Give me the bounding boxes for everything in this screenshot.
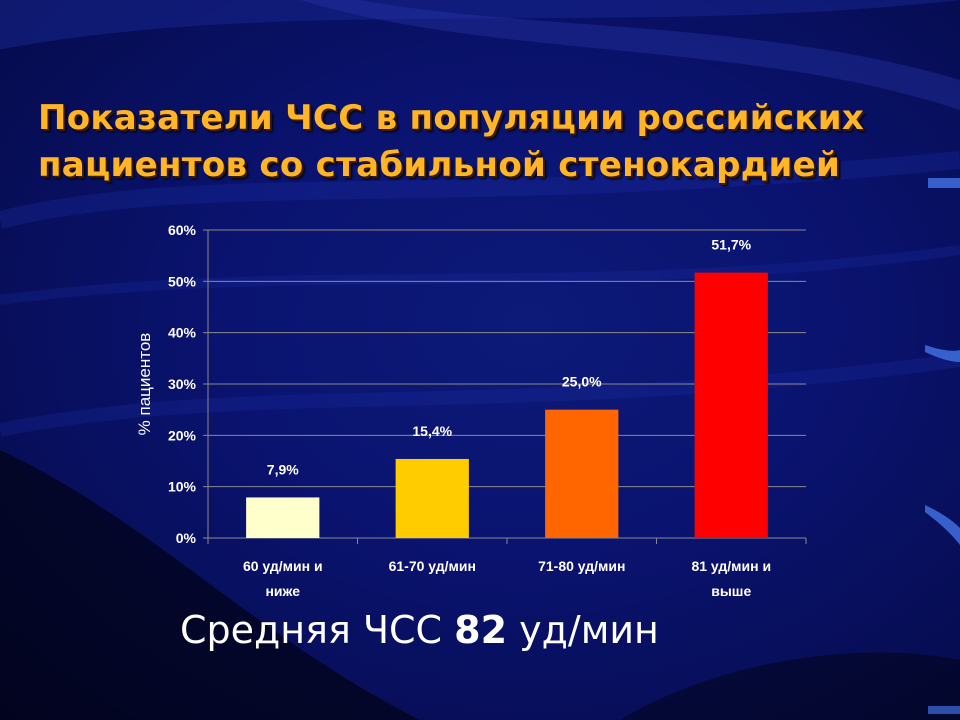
bar-2 (395, 458, 469, 538)
y-tick-label: 20% (168, 427, 197, 443)
bar-4 (694, 272, 768, 538)
y-tick-label: 50% (168, 273, 197, 289)
x-tick-label: 61-70 уд/мин (389, 558, 476, 574)
bar-3 (545, 409, 619, 538)
bar-value-label: 7,9% (267, 461, 299, 477)
y-axis-label: % пациентов (135, 333, 154, 436)
bar-value-label: 15,4% (412, 423, 452, 439)
y-tick-label: 60% (168, 222, 197, 238)
x-tick-label: 60 уд/мин и (243, 558, 323, 574)
x-tick-label: 71-80 уд/мин (538, 558, 625, 574)
y-tick-label: 30% (168, 376, 197, 392)
slide-title-line-1: Показатели ЧСС в популяции российских (38, 98, 865, 138)
y-tick-label: 0% (176, 530, 197, 546)
x-tick-label: ниже (265, 583, 300, 599)
slide-title: Показатели ЧСС в популяции российских па… (38, 95, 938, 189)
summary-suffix: уд/мин (507, 608, 659, 652)
y-tick-label: 10% (168, 479, 197, 495)
bar-value-label: 25,0% (562, 374, 602, 390)
slide-title-line-2: пациентов со стабильной стенокардией (38, 145, 841, 185)
x-tick-label: выше (711, 583, 751, 599)
summary-prefix: Средняя ЧСС (180, 608, 455, 652)
summary-value: 82 (454, 608, 508, 652)
y-tick-label: 40% (168, 325, 197, 341)
bar-value-label: 51,7% (711, 237, 751, 253)
mean-hr-summary: Средняя ЧСС 82 уд/мин (180, 608, 659, 652)
x-tick-label: 81 уд/мин и (691, 558, 771, 574)
bar-1 (246, 497, 320, 538)
